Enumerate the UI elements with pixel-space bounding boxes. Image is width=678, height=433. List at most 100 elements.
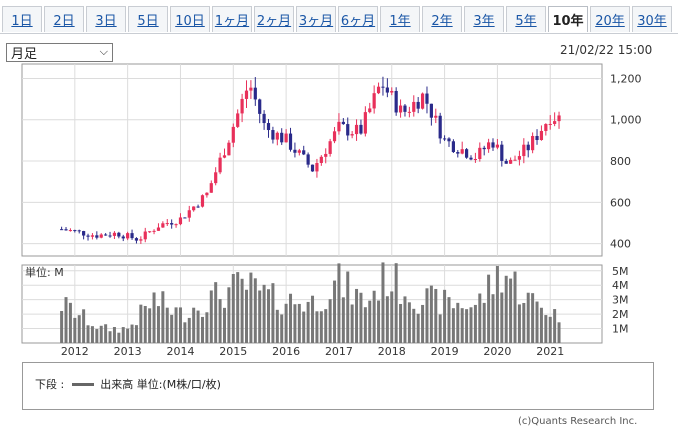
volume-bar (90, 326, 94, 343)
volume-bar (297, 303, 301, 343)
candle-body (187, 210, 191, 218)
candle-body (196, 206, 200, 208)
candle-body (183, 217, 187, 219)
volume-bar (416, 313, 420, 343)
candle-body (425, 93, 429, 104)
candle-body (130, 233, 134, 239)
candle-body (346, 124, 350, 136)
volume-tick-label: 2M (612, 308, 629, 321)
tab-9[interactable]: 1年 (380, 6, 420, 32)
volume-bar (156, 306, 160, 343)
volume-bar (218, 299, 222, 343)
tab-13[interactable]: 10年 (548, 6, 588, 32)
candle-body (315, 162, 319, 172)
candle-body (456, 152, 460, 154)
candle-body (522, 144, 526, 157)
candle-body (266, 123, 271, 131)
candle-body (306, 154, 310, 165)
candle-body (442, 138, 447, 140)
candle-body (205, 192, 209, 196)
candle-body (363, 112, 367, 134)
price-axis-labels: 1,200 1,000 800 600 400 (610, 72, 642, 250)
tab-0[interactable]: 1日 (2, 6, 42, 32)
legend-swatch (72, 382, 95, 386)
volume-bar (385, 296, 389, 343)
candle-body (407, 111, 411, 113)
candle-body (240, 98, 244, 114)
candle-body (328, 141, 332, 154)
candle-body (178, 217, 183, 225)
tab-3[interactable]: 5日 (128, 6, 168, 32)
candle-body (258, 99, 262, 114)
volume-bar (86, 325, 90, 343)
candle-body (126, 233, 130, 239)
year-axis-labels: 2012 2013 2014 2015 2016 2017 2018 2019 2020 2021 (61, 345, 564, 358)
tab-divider (0, 33, 678, 34)
price-tick-label: 1,200 (610, 72, 642, 85)
tab-14[interactable]: 20年 (590, 6, 630, 32)
volume-bar (390, 291, 394, 343)
volume-bar (134, 325, 138, 343)
candle-body (354, 124, 359, 135)
tab-11[interactable]: 3年 (464, 6, 504, 32)
candle-body (218, 157, 222, 173)
candle-body (539, 130, 544, 141)
candle-body (487, 142, 491, 150)
candle-body (280, 132, 284, 143)
volume-bar (73, 317, 77, 343)
tab-15[interactable]: 30年 (632, 6, 672, 32)
candle-body (390, 90, 394, 93)
chevron-down-icon: ⌵ (99, 45, 108, 58)
year-tick-label: 2012 (61, 345, 89, 358)
candle-body (192, 206, 196, 211)
volume-bar (539, 307, 543, 343)
tab-7[interactable]: 3ヶ月 (296, 6, 336, 32)
candle-body (403, 105, 407, 112)
candle-body (416, 101, 420, 109)
candle-body (368, 108, 372, 113)
candle-body (165, 223, 169, 225)
volume-bar (438, 314, 442, 343)
legend-prefix: 下段 : (35, 378, 65, 391)
volume-bar (495, 265, 499, 343)
candle-body (302, 150, 306, 155)
tab-10[interactable]: 2年 (422, 6, 462, 32)
legend-text: 出来高 単位:(M株/口/枚) (100, 378, 221, 391)
tab-12[interactable]: 5年 (506, 6, 546, 32)
tab-1[interactable]: 2日 (44, 6, 84, 32)
volume-bar (469, 307, 473, 343)
volume-bar (104, 324, 108, 343)
candle-body (513, 159, 517, 161)
volume-bar (262, 284, 266, 343)
candle-body (310, 164, 315, 172)
price-tick-label: 1,000 (610, 114, 642, 127)
candle-body (134, 238, 139, 241)
candle-body (544, 124, 548, 131)
candle-body (60, 229, 64, 231)
candle-body (227, 142, 231, 156)
candle-body (460, 149, 464, 154)
candle-body (68, 230, 73, 232)
tab-6[interactable]: 2ヶ月 (254, 6, 294, 32)
volume-bar (280, 314, 284, 343)
price-panel (21, 63, 603, 257)
volume-bar (372, 290, 376, 343)
volume-bar (130, 324, 134, 343)
candle-body (108, 235, 112, 237)
tab-5[interactable]: 1ヶ月 (212, 6, 252, 32)
volume-bar (513, 271, 517, 343)
volume-bar (311, 295, 315, 343)
volume-bar (253, 278, 257, 343)
volume-bar (333, 280, 337, 343)
year-tick-label: 2014 (166, 345, 194, 358)
volume-bar (214, 282, 218, 343)
candle-body (112, 232, 117, 236)
period-select[interactable]: 月足 ⌵ (6, 43, 113, 62)
candle-body (381, 86, 385, 88)
tab-4[interactable]: 10日 (170, 6, 210, 32)
tab-2[interactable]: 3日 (86, 6, 126, 32)
candle-body (385, 87, 389, 93)
tab-8[interactable]: 6ヶ月 (338, 6, 378, 32)
volume-bar (363, 307, 367, 343)
volume-bar (447, 297, 451, 343)
